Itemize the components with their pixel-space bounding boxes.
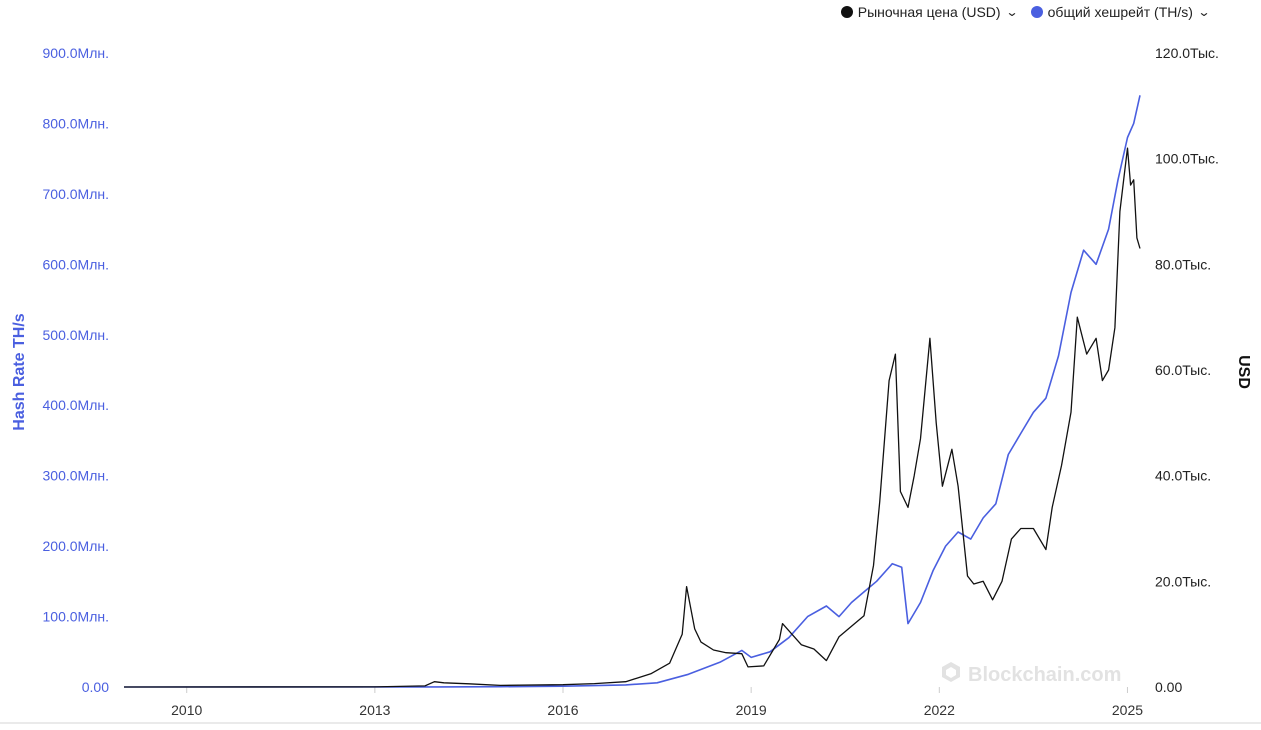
left-tick-label-8: 800.0Млн. bbox=[43, 115, 110, 131]
x-tick-label-2: 2016 bbox=[547, 702, 578, 718]
right-tick-label-3: 60.0Тыс. bbox=[1155, 362, 1211, 378]
hash-rate-dot-icon bbox=[1030, 6, 1043, 18]
right-tick-label-6: 120.0Тыс. bbox=[1155, 45, 1219, 61]
right-tick-label-1: 20.0Тыс. bbox=[1155, 573, 1211, 589]
left-axis-ticks: 0.00 100.0Млн. 200.0Млн. 300.0Млн. 400.0Млн.… bbox=[43, 45, 110, 695]
left-tick-label-3: 300.0Млн. bbox=[43, 468, 110, 484]
left-tick-label-0: 0.00 bbox=[82, 679, 109, 695]
x-tick-label-1: 2013 bbox=[359, 702, 390, 718]
watermark: Blockchain.com bbox=[968, 664, 1121, 686]
left-tick-label-6: 600.0Млн. bbox=[43, 256, 110, 272]
hash-rate-line bbox=[123, 95, 1141, 688]
left-tick-label-5: 500.0Млн. bbox=[43, 327, 110, 343]
left-tick-label-4: 400.0Млн. bbox=[43, 397, 110, 413]
legend-item-hash-rate[interactable]: общий хешрейт (TH/s) ⌄ bbox=[1030, 4, 1211, 20]
legend-label-market-price: Рыночная цена (USD) bbox=[857, 4, 1001, 20]
right-tick-label-4: 80.0Тыс. bbox=[1155, 256, 1211, 272]
x-tick-label-5: 2025 bbox=[1112, 702, 1143, 718]
watermark-logo-icon bbox=[942, 662, 960, 682]
chevron-down-icon[interactable]: ⌄ bbox=[1005, 5, 1019, 19]
legend-label-hash-rate: общий хешрейт (TH/s) bbox=[1047, 4, 1193, 20]
right-axis-ticks: 0.00 20.0Тыс. 40.0Тыс. 60.0Тыс. 80.0Тыс. 100.… bbox=[1155, 45, 1219, 695]
chevron-down-icon[interactable]: ⌄ bbox=[1197, 5, 1211, 19]
left-tick-label-2: 200.0Млн. bbox=[43, 538, 110, 554]
x-axis-ticks: 2010 2013 2016 2019 2022 2025 bbox=[171, 687, 1143, 718]
x-tick-label-4: 2022 bbox=[924, 702, 955, 718]
right-axis-title: USD bbox=[1235, 355, 1252, 389]
legend-item-market-price[interactable]: Рыночная цена (USD) ⌄ bbox=[840, 4, 1019, 20]
right-tick-label-0: 0.00 bbox=[1155, 679, 1182, 695]
left-tick-label-9: 900.0Млн. bbox=[43, 45, 110, 61]
right-tick-label-5: 100.0Тыс. bbox=[1155, 151, 1219, 167]
series-group bbox=[123, 95, 1141, 688]
market-price-line bbox=[123, 147, 1141, 688]
market-price-dot-icon bbox=[840, 6, 853, 18]
right-tick-label-2: 40.0Тыс. bbox=[1155, 468, 1211, 484]
x-tick-label-3: 2019 bbox=[736, 702, 767, 718]
x-tick-label-0: 2010 bbox=[171, 702, 202, 718]
left-axis-title: Hash Rate TH/s bbox=[11, 313, 28, 430]
left-tick-label-1: 100.0Млн. bbox=[43, 609, 110, 625]
left-tick-label-7: 700.0Млн. bbox=[43, 186, 110, 202]
legend: Рыночная цена (USD) ⌄ общий хешрейт (TH/… bbox=[840, 4, 1211, 20]
